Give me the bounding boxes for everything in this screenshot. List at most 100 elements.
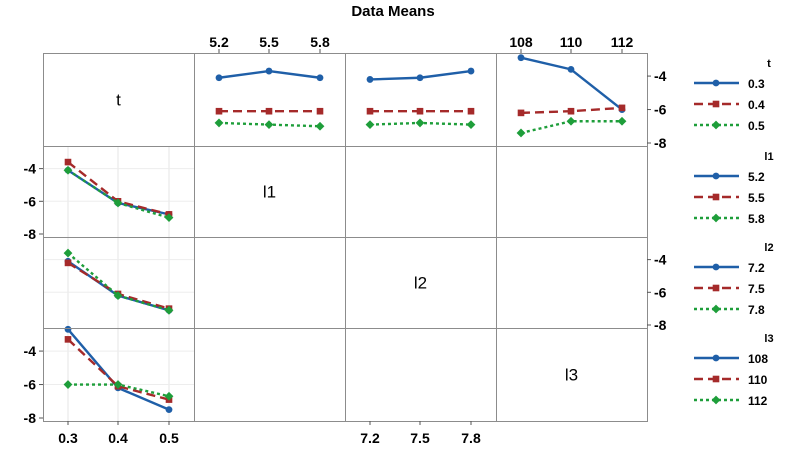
panel-background bbox=[345, 328, 496, 421]
legend-entry-label: 7.5 bbox=[748, 282, 765, 296]
data-point bbox=[365, 120, 375, 129]
data-point bbox=[113, 380, 123, 389]
legend-entry-label: 5.8 bbox=[748, 212, 765, 226]
diagonal-panel bbox=[345, 237, 496, 328]
chart-title: Data Means bbox=[351, 3, 434, 20]
y-tick-label-left: -4 bbox=[24, 343, 37, 359]
data-point bbox=[467, 67, 475, 75]
data-point bbox=[63, 380, 73, 389]
data-point bbox=[265, 107, 273, 115]
data-point bbox=[617, 116, 627, 126]
y-tick-label-right: -6 bbox=[654, 284, 667, 300]
y-tick-label-right: -4 bbox=[654, 68, 667, 84]
series-line bbox=[67, 338, 170, 401]
x-tick-label-top: 112 bbox=[611, 34, 634, 50]
data-point bbox=[517, 109, 525, 117]
legend-marker bbox=[711, 213, 721, 223]
legend-entry-label: 5.5 bbox=[748, 191, 765, 205]
y-tick-label-left: -8 bbox=[24, 226, 37, 242]
data-point bbox=[415, 118, 425, 128]
legend-marker bbox=[711, 120, 721, 130]
x-tick-label-top: 5.5 bbox=[259, 34, 279, 50]
panel-background bbox=[345, 53, 496, 146]
panel-background bbox=[496, 146, 647, 237]
legend-title: l1 bbox=[764, 151, 773, 163]
x-tick-label-bottom: 7.5 bbox=[410, 430, 430, 446]
data-point bbox=[214, 118, 224, 128]
legend-title: t bbox=[767, 58, 771, 70]
x-tick-label-top: 108 bbox=[509, 34, 533, 50]
data-point bbox=[165, 406, 173, 414]
legend-marker bbox=[712, 193, 720, 201]
data-point bbox=[215, 107, 223, 115]
legend-entry-label: 7.2 bbox=[748, 261, 765, 275]
y-tick-label-left: -4 bbox=[24, 161, 37, 177]
legend-entry-label: 112 bbox=[748, 394, 768, 408]
panel-background bbox=[194, 237, 345, 328]
diagonal-panel bbox=[43, 53, 194, 146]
y-tick-label-right: -4 bbox=[654, 252, 667, 268]
x-tick-label-bottom: 7.8 bbox=[461, 430, 481, 446]
data-point bbox=[63, 165, 73, 175]
y-tick-label-right: -6 bbox=[654, 102, 667, 118]
legend-marker bbox=[712, 284, 720, 292]
legend-entry-label: 110 bbox=[748, 373, 768, 387]
data-point bbox=[265, 67, 273, 75]
data-point bbox=[466, 120, 476, 129]
diagonal-panel bbox=[194, 146, 345, 237]
x-tick-label-bottom: 0.3 bbox=[58, 430, 78, 446]
y-tick-label-right: -8 bbox=[654, 135, 667, 151]
panel-background bbox=[194, 328, 345, 421]
panel-background bbox=[194, 53, 345, 146]
data-point bbox=[316, 74, 324, 82]
legend-marker bbox=[712, 100, 720, 108]
legend-marker bbox=[712, 375, 720, 383]
data-point bbox=[113, 198, 123, 208]
x-tick-label-top: 5.8 bbox=[310, 34, 330, 50]
variable-label: l2 bbox=[414, 274, 427, 293]
diagonal-panel bbox=[496, 328, 647, 421]
data-point bbox=[416, 107, 424, 115]
legend-title: l3 bbox=[764, 333, 773, 345]
data-point bbox=[618, 104, 626, 112]
legend-entry-label: 0.5 bbox=[748, 119, 765, 133]
data-point bbox=[113, 291, 123, 300]
data-point bbox=[164, 213, 174, 223]
y-tick-label-right: -8 bbox=[654, 317, 667, 333]
series-line bbox=[67, 169, 170, 219]
legend-marker bbox=[712, 263, 720, 271]
legend-entry-label: 108 bbox=[748, 352, 768, 366]
legend-marker bbox=[712, 79, 720, 87]
x-tick-label-top: 5.2 bbox=[209, 34, 229, 50]
data-point bbox=[567, 107, 575, 115]
data-point bbox=[63, 248, 73, 258]
data-point bbox=[316, 107, 324, 115]
y-tick-label-left: -8 bbox=[24, 410, 37, 426]
data-point bbox=[64, 325, 72, 333]
data-point bbox=[366, 107, 374, 115]
variable-label: t bbox=[116, 91, 121, 110]
x-tick-label-bottom: 0.5 bbox=[159, 430, 179, 446]
panel-border bbox=[496, 328, 648, 422]
legend-marker bbox=[712, 354, 720, 362]
legend-marker bbox=[712, 172, 720, 180]
variable-label: l3 bbox=[565, 366, 578, 385]
y-tick-label-left: -6 bbox=[24, 193, 37, 209]
data-point bbox=[215, 74, 223, 82]
legend-title: l2 bbox=[764, 242, 773, 254]
data-point bbox=[315, 121, 325, 131]
data-point bbox=[467, 107, 475, 115]
legend-entry-label: 0.3 bbox=[748, 77, 765, 91]
y-tick-label-left: -6 bbox=[24, 377, 37, 393]
legend-entry-label: 5.2 bbox=[748, 170, 765, 184]
data-point bbox=[164, 391, 174, 401]
x-tick-label-bottom: 0.4 bbox=[108, 430, 128, 446]
data-point bbox=[164, 305, 174, 315]
series-line bbox=[520, 120, 622, 135]
data-point bbox=[64, 336, 72, 343]
variable-label: l1 bbox=[263, 183, 276, 202]
legend-marker bbox=[711, 304, 721, 314]
x-tick-label-top: 110 bbox=[560, 34, 583, 50]
data-point bbox=[64, 158, 72, 166]
